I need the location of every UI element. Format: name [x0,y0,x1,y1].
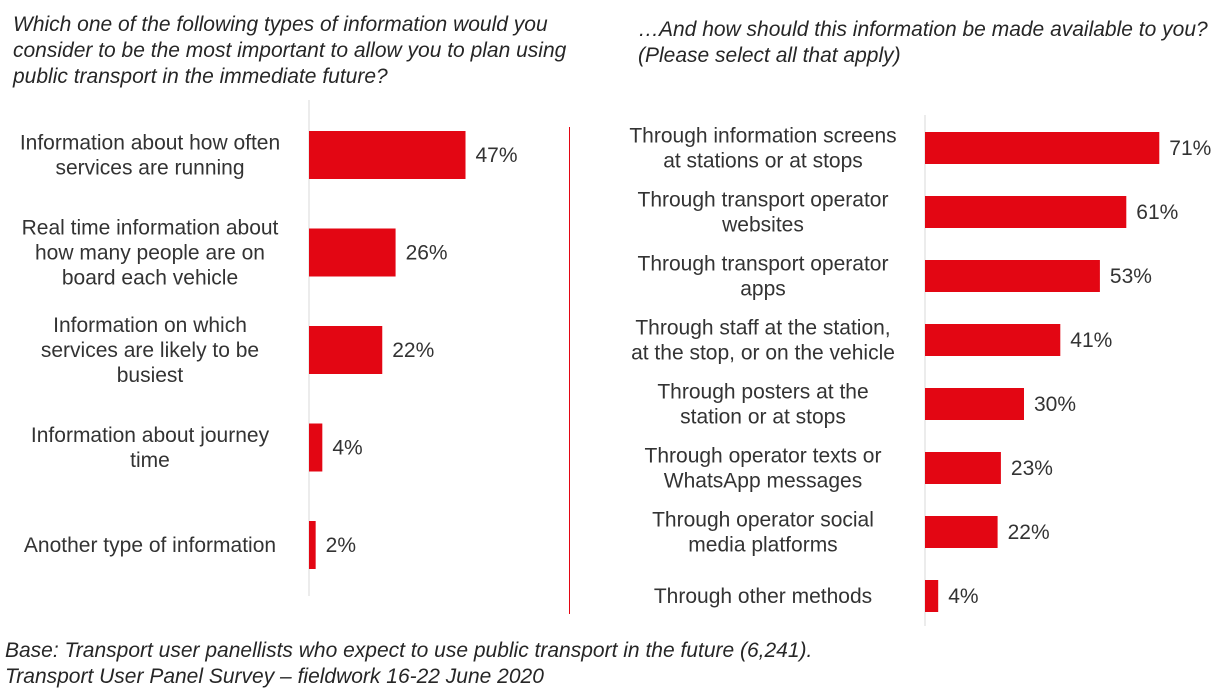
data-label: 30% [1034,393,1076,416]
category-label: WhatsApp messages [664,470,862,493]
bar [309,423,323,472]
category-label: busiest [117,364,184,387]
data-label: 4% [332,437,362,460]
category-label: apps [740,278,786,301]
category-label: services are running [55,157,244,180]
category-label: Information about how often [20,132,280,155]
source-footnote: Transport User Panel Survey – fieldwork … [5,665,544,688]
category-label: services are likely to be [41,339,259,362]
right-question-title: …And how should this information be made… [638,18,1208,67]
data-label: 53% [1110,265,1152,288]
category-label: Through operator texts or [645,445,882,468]
data-label: 47% [476,144,518,167]
category-label: Another type of information [24,534,276,557]
category-label: board each vehicle [62,267,238,290]
category-label: media platforms [688,534,837,557]
category-label: Through operator social [652,509,874,532]
bar [309,131,466,179]
bar [925,132,1160,164]
data-label: 22% [1008,521,1050,544]
data-label: 4% [948,585,978,608]
bar [309,326,383,374]
category-label: Real time information about [22,217,279,240]
bar [309,228,396,277]
category-label: Through information screens [629,125,896,148]
left-question-title: Which one of the following types of info… [13,13,567,88]
category-label: at stations or at stops [663,150,863,173]
category-label: Information on which [53,314,247,337]
category-label: at the stop, or on the vehicle [631,342,895,365]
bar [925,196,1127,228]
chart-divider [569,127,570,614]
data-label: 22% [392,339,434,362]
bar [925,580,939,612]
category-label: Information about journey [31,424,270,447]
data-label: 23% [1011,457,1053,480]
base-footnote: Base: Transport user panellists who expe… [5,639,813,662]
data-label: 61% [1136,201,1178,224]
data-label: 71% [1169,137,1211,160]
category-label: time [130,449,170,472]
category-label: Through staff at the station, [635,317,890,340]
category-label: Through transport operator [638,189,889,212]
category-label: Through other methods [654,585,872,608]
category-label: Through posters at the [657,381,868,404]
data-label: 2% [326,534,356,557]
category-label: how many people are on [35,242,265,265]
bar [309,521,316,569]
bar [925,324,1061,356]
category-label: station or at stops [680,406,846,429]
category-label: Through transport operator [638,253,889,276]
category-label: websites [721,214,804,237]
bar [925,452,1001,484]
data-label: 26% [406,242,448,265]
bar [925,516,998,548]
data-label: 41% [1070,329,1112,352]
bar [925,388,1024,420]
bar [925,260,1100,292]
